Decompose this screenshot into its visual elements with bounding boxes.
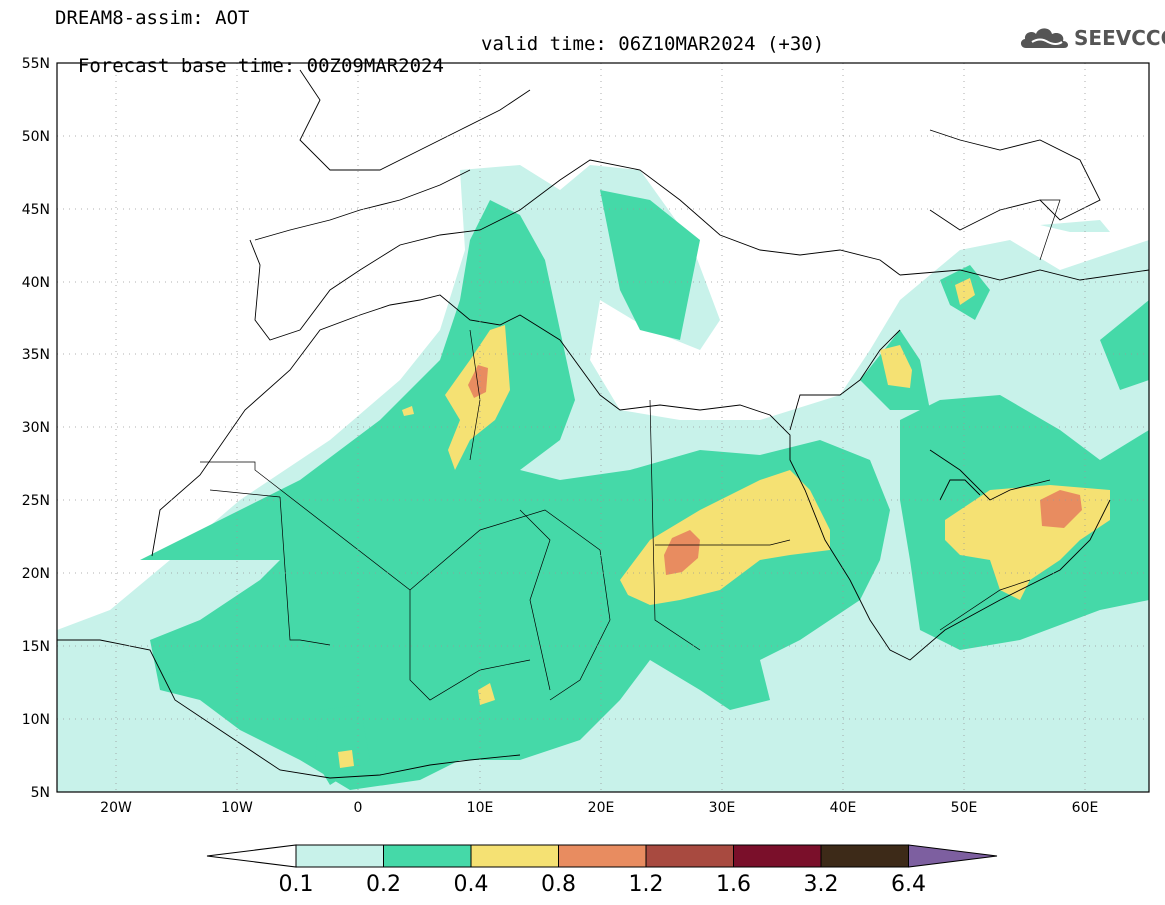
base-time-label: Forecast base time: 00Z09MAR2024 [77, 55, 444, 77]
aot-band-0.2 [140, 190, 1149, 790]
coastlines [57, 69, 1149, 779]
map-title: DREAM8-assim: AOT [55, 7, 250, 29]
colorbar-label-5: 1.6 [716, 872, 751, 897]
lat-tick-30n: 30N [22, 420, 50, 436]
lon-tick-40e: 40E [830, 800, 857, 816]
cloud-icon [1020, 28, 1069, 48]
forecast-time-line: Forecast base time: 00Z09MAR2024 valid t… [55, 33, 824, 99]
colorbar-label-0: 0.1 [279, 872, 314, 897]
lon-tick-60e: 60E [1072, 800, 1099, 816]
colorbar-label-4: 1.2 [629, 872, 664, 897]
lat-tick-15n: 15N [22, 639, 50, 655]
lat-tick-40n: 40N [22, 275, 50, 291]
colorbar-swatch-0 [295, 844, 384, 868]
colorbar-label-7: 6.4 [891, 872, 926, 897]
lon-tick-30e: 30E [709, 800, 736, 816]
lat-tick-10n: 10N [22, 712, 50, 728]
lat-tick-25n: 25N [22, 493, 50, 509]
colorbar-label-1: 0.2 [366, 872, 401, 897]
colorbar-swatch-1 [383, 844, 472, 868]
valid-time-label: valid time: 06Z10MAR2024 (+30) [481, 33, 825, 55]
lat-tick-35n: 35N [22, 347, 50, 363]
lat-tick-5n: 5N [31, 785, 50, 801]
gridlines [57, 63, 1149, 792]
logo-text: SEEVCCC [1074, 26, 1165, 50]
lon-tick-0: 0 [354, 800, 363, 816]
map-frame [56, 62, 1150, 793]
lon-tick-50e: 50E [951, 800, 978, 816]
lon-axis: 20W 10W 0 10E 20E 30E 40E 50E 60E [100, 800, 1098, 816]
colorbar-low-arrow [206, 844, 297, 868]
lat-tick-45n: 45N [22, 202, 50, 218]
colorbar-swatch-6 [820, 844, 909, 868]
lat-axis: 5N 10N 15N 20N 25N 30N 35N 40N 45N 50N 5… [22, 56, 50, 801]
lat-tick-50n: 50N [22, 129, 50, 145]
colorbar-swatch-3 [558, 844, 647, 868]
colorbar-swatch-5 [733, 844, 822, 868]
colorbar-label-2: 0.4 [454, 872, 489, 897]
lon-tick-10w: 10W [221, 800, 253, 816]
colorbar-label-6: 3.2 [804, 872, 839, 897]
seevccc-logo: SEEVCCC [1018, 22, 1165, 56]
country-borders [200, 199, 1061, 701]
colorbar-swatch-2 [470, 844, 559, 868]
lon-tick-20e: 20E [588, 800, 615, 816]
colorbar-swatch-4 [645, 844, 734, 868]
lon-tick-20w: 20W [100, 800, 132, 816]
colorbar: 0.1 0.2 0.4 0.8 1.2 1.6 3.2 6.4 [206, 844, 998, 897]
lat-tick-55n: 55N [22, 56, 50, 72]
colorbar-label-3: 0.8 [541, 872, 576, 897]
colorbar-high-arrow [908, 844, 998, 868]
lat-tick-20n: 20N [22, 566, 50, 582]
aot-field [57, 165, 1149, 792]
aot-band-0.8 [468, 365, 1082, 575]
lon-tick-10e: 10E [467, 800, 494, 816]
